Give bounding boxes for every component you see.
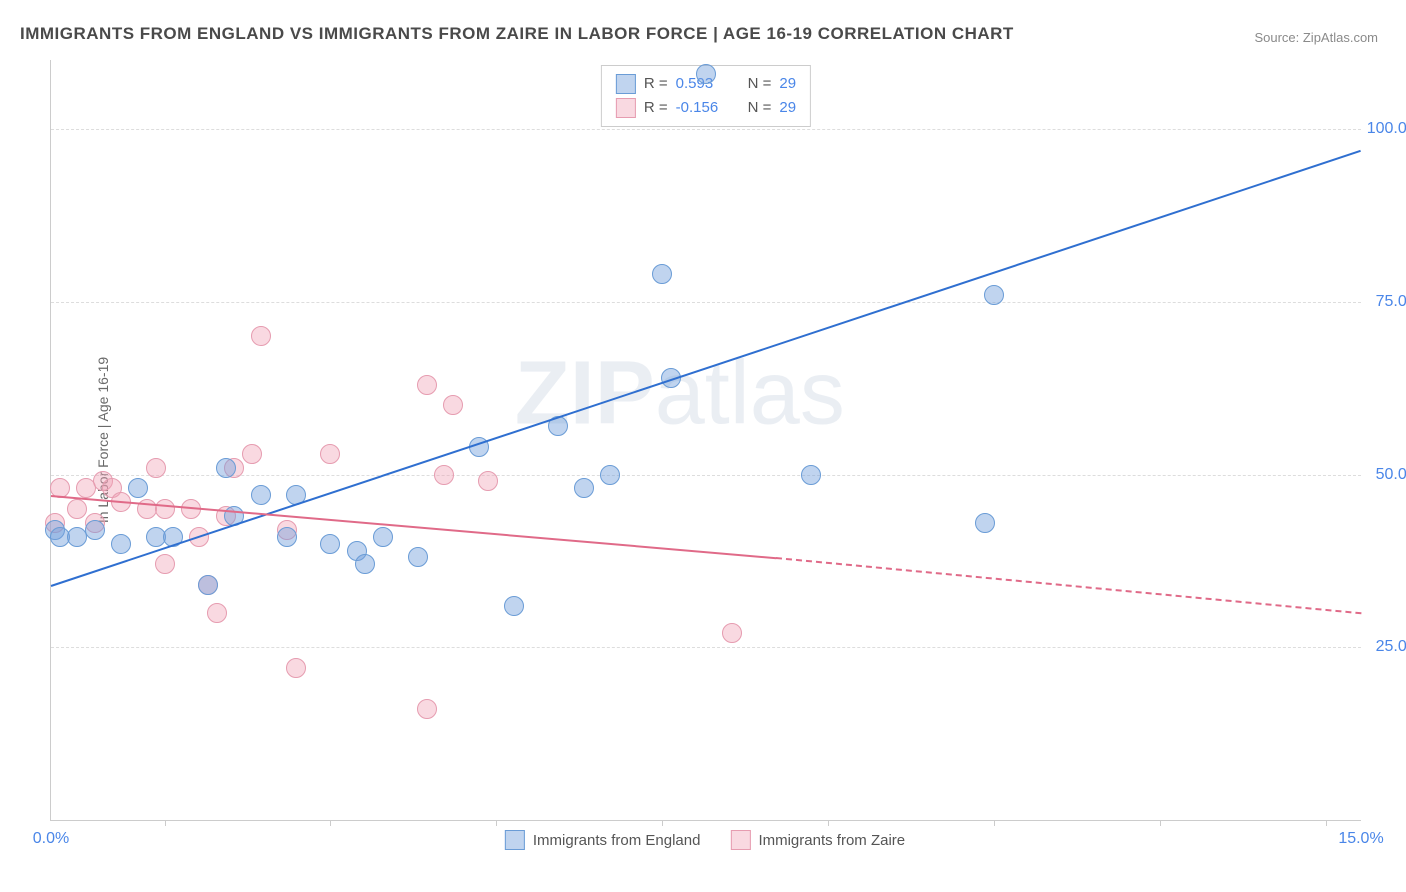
legend-r-label: R = bbox=[644, 96, 668, 120]
data-point-england bbox=[277, 527, 297, 547]
y-tick-label: 50.0% bbox=[1376, 466, 1406, 484]
legend-r-value: -0.156 bbox=[676, 96, 730, 120]
x-tick-mark bbox=[1160, 820, 1161, 826]
x-tick-mark bbox=[496, 820, 497, 826]
data-point-zaire bbox=[155, 499, 175, 519]
data-point-zaire bbox=[434, 465, 454, 485]
trend-line-dashed bbox=[776, 557, 1361, 614]
data-point-england bbox=[85, 520, 105, 540]
y-tick-label: 25.0% bbox=[1376, 638, 1406, 656]
x-tick-mark bbox=[1326, 820, 1327, 826]
legend-corr-row: R = -0.156 N = 29 bbox=[616, 96, 796, 120]
gridline bbox=[51, 647, 1361, 648]
data-point-zaire bbox=[320, 444, 340, 464]
data-point-zaire bbox=[286, 658, 306, 678]
source-label: Source: ZipAtlas.com bbox=[1254, 30, 1378, 45]
legend-swatch bbox=[616, 74, 636, 94]
bottom-legend: Immigrants from England Immigrants from Z… bbox=[505, 830, 905, 850]
data-point-england bbox=[408, 547, 428, 567]
data-point-zaire bbox=[417, 699, 437, 719]
bottom-legend-label: Immigrants from England bbox=[533, 832, 701, 849]
data-point-zaire bbox=[67, 499, 87, 519]
data-point-england bbox=[504, 596, 524, 616]
data-point-zaire bbox=[443, 395, 463, 415]
data-point-england bbox=[111, 534, 131, 554]
data-point-england bbox=[574, 478, 594, 498]
data-point-england bbox=[128, 478, 148, 498]
trend-line bbox=[51, 150, 1362, 587]
legend-swatch bbox=[505, 830, 525, 850]
legend-n-value: 29 bbox=[779, 96, 796, 120]
chart-title: IMMIGRANTS FROM ENGLAND VS IMMIGRANTS FR… bbox=[20, 24, 1014, 44]
data-point-england bbox=[696, 64, 716, 84]
x-tick-mark bbox=[828, 820, 829, 826]
x-tick-mark bbox=[662, 820, 663, 826]
x-tick-mark bbox=[165, 820, 166, 826]
legend-swatch bbox=[730, 830, 750, 850]
x-tick-right: 15.0% bbox=[1338, 830, 1383, 848]
data-point-zaire bbox=[207, 603, 227, 623]
data-point-zaire bbox=[146, 458, 166, 478]
gridline bbox=[51, 475, 1361, 476]
data-point-england bbox=[320, 534, 340, 554]
bottom-legend-item: Immigrants from England bbox=[505, 830, 701, 850]
legend-n-label: N = bbox=[748, 96, 772, 120]
data-point-zaire bbox=[155, 554, 175, 574]
x-tick-mark bbox=[994, 820, 995, 826]
y-tick-label: 75.0% bbox=[1376, 293, 1406, 311]
bottom-legend-item: Immigrants from Zaire bbox=[730, 830, 905, 850]
data-point-england bbox=[198, 575, 218, 595]
data-point-england bbox=[652, 264, 672, 284]
data-point-england bbox=[801, 465, 821, 485]
data-point-england bbox=[216, 458, 236, 478]
data-point-england bbox=[355, 554, 375, 574]
y-tick-label: 100.0% bbox=[1367, 120, 1406, 138]
legend-n-label: N = bbox=[748, 72, 772, 96]
legend-swatch bbox=[616, 98, 636, 118]
gridline bbox=[51, 302, 1361, 303]
legend-n-value: 29 bbox=[779, 72, 796, 96]
bottom-legend-label: Immigrants from Zaire bbox=[758, 832, 905, 849]
data-point-england bbox=[600, 465, 620, 485]
x-tick-mark bbox=[330, 820, 331, 826]
plot: ZIPatlas R =0.593N =29R =-0.156N =29 25.… bbox=[50, 60, 1361, 821]
data-point-england bbox=[373, 527, 393, 547]
data-point-england bbox=[251, 485, 271, 505]
data-point-zaire bbox=[242, 444, 262, 464]
data-point-zaire bbox=[478, 471, 498, 491]
legend-r-label: R = bbox=[644, 72, 668, 96]
chart-area: In Labor Force | Age 16-19 ZIPatlas R =0… bbox=[50, 60, 1360, 820]
gridline bbox=[51, 129, 1361, 130]
data-point-zaire bbox=[722, 623, 742, 643]
data-point-zaire bbox=[417, 375, 437, 395]
data-point-zaire bbox=[251, 326, 271, 346]
data-point-england bbox=[975, 513, 995, 533]
x-tick-left: 0.0% bbox=[33, 830, 69, 848]
data-point-england bbox=[984, 285, 1004, 305]
